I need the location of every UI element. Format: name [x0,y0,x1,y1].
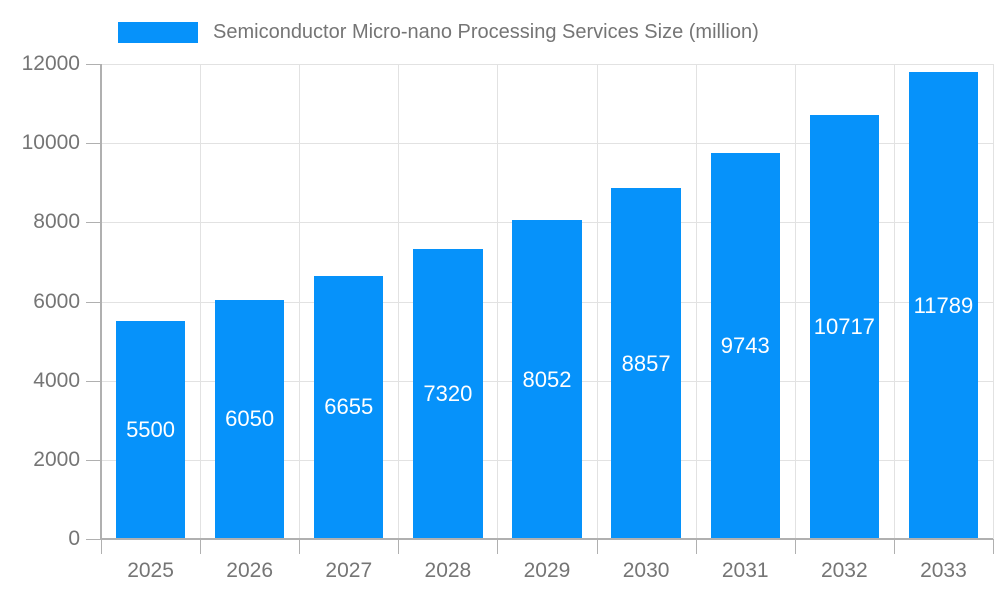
y-axis-line [100,64,102,539]
gridline-vertical [497,64,498,539]
gridline-vertical [795,64,796,539]
x-axis-label: 2025 [127,559,174,582]
bar [710,153,780,539]
y-axis-tick [86,143,101,145]
y-axis-tick [86,301,101,303]
y-axis-label: 6000 [33,289,80,313]
y-axis-tick [86,539,101,540]
bar-value-label: 8857 [621,350,671,376]
bar [908,72,979,539]
bar-value-label: 6050 [225,406,275,432]
plot-area: 0 2000 4000 6000 8000 10000 12000 2025 2026 2027 2… [22,53,994,582]
y-axis-tick [86,380,101,382]
x-axis-label: 2029 [523,559,571,582]
bar [413,249,483,539]
x-axis-label: 2026 [226,559,274,582]
y-axis-label: 2000 [33,447,80,471]
bar [115,321,186,539]
x-axis-label: 2027 [325,559,373,582]
y-axis-label: 0 [68,527,80,550]
x-axis-label: 2028 [424,559,472,582]
bar-value-label: 9743 [720,333,770,359]
x-axis-tick [894,539,895,554]
x-axis-tick [101,539,102,554]
bar-value-label: 7320 [423,381,473,407]
x-axis-tick [398,539,399,554]
gridline-horizontal [101,64,993,65]
legend-item[interactable]: Semiconductor Micro-nano Processing Serv… [118,21,759,44]
bar [809,114,880,539]
x-axis-label: 2032 [820,559,868,582]
x-axis-tick [993,539,994,554]
bar [512,220,582,539]
y-axis-label: 4000 [33,368,80,392]
gridline-horizontal [101,143,993,145]
bar-value-label: 10717 [813,313,875,339]
y-axis-label: 12000 [21,52,80,75]
x-axis-label: 2031 [721,559,769,582]
bar-value-label: 11789 [913,292,974,318]
y-axis-label: 8000 [33,210,80,234]
x-axis-tick [795,539,796,554]
x-axis-label: 2030 [622,559,670,582]
x-axis-tick [696,539,697,554]
gridline-vertical [398,64,399,539]
gridline-vertical [894,64,895,539]
legend-swatch-icon [118,21,198,43]
legend-label: Semiconductor Micro-nano Processing Serv… [213,20,759,43]
gridline-vertical [696,64,697,539]
bar-value-label: 8052 [522,366,572,392]
x-axis-tick [497,539,498,554]
bar-value-label: 5500 [126,417,176,443]
gridline-vertical [597,64,598,539]
x-axis-tick [597,539,598,554]
y-axis-tick [86,64,101,65]
y-axis-tick [86,222,101,224]
bar [214,299,285,539]
x-axis-label: 2033 [920,559,967,582]
y-axis-label: 10000 [21,131,80,155]
x-axis-tick [299,539,300,554]
bar [314,275,384,539]
y-axis-tick [86,459,101,461]
gridline-vertical [993,64,994,539]
legend: Semiconductor Micro-nano Processing Serv… [118,21,759,43]
x-axis-line [101,538,993,540]
bar-value-label: 6655 [324,394,374,420]
gridline-vertical [299,64,300,539]
x-axis-tick [200,539,201,554]
bar [611,188,681,539]
gridline-vertical [200,64,201,539]
